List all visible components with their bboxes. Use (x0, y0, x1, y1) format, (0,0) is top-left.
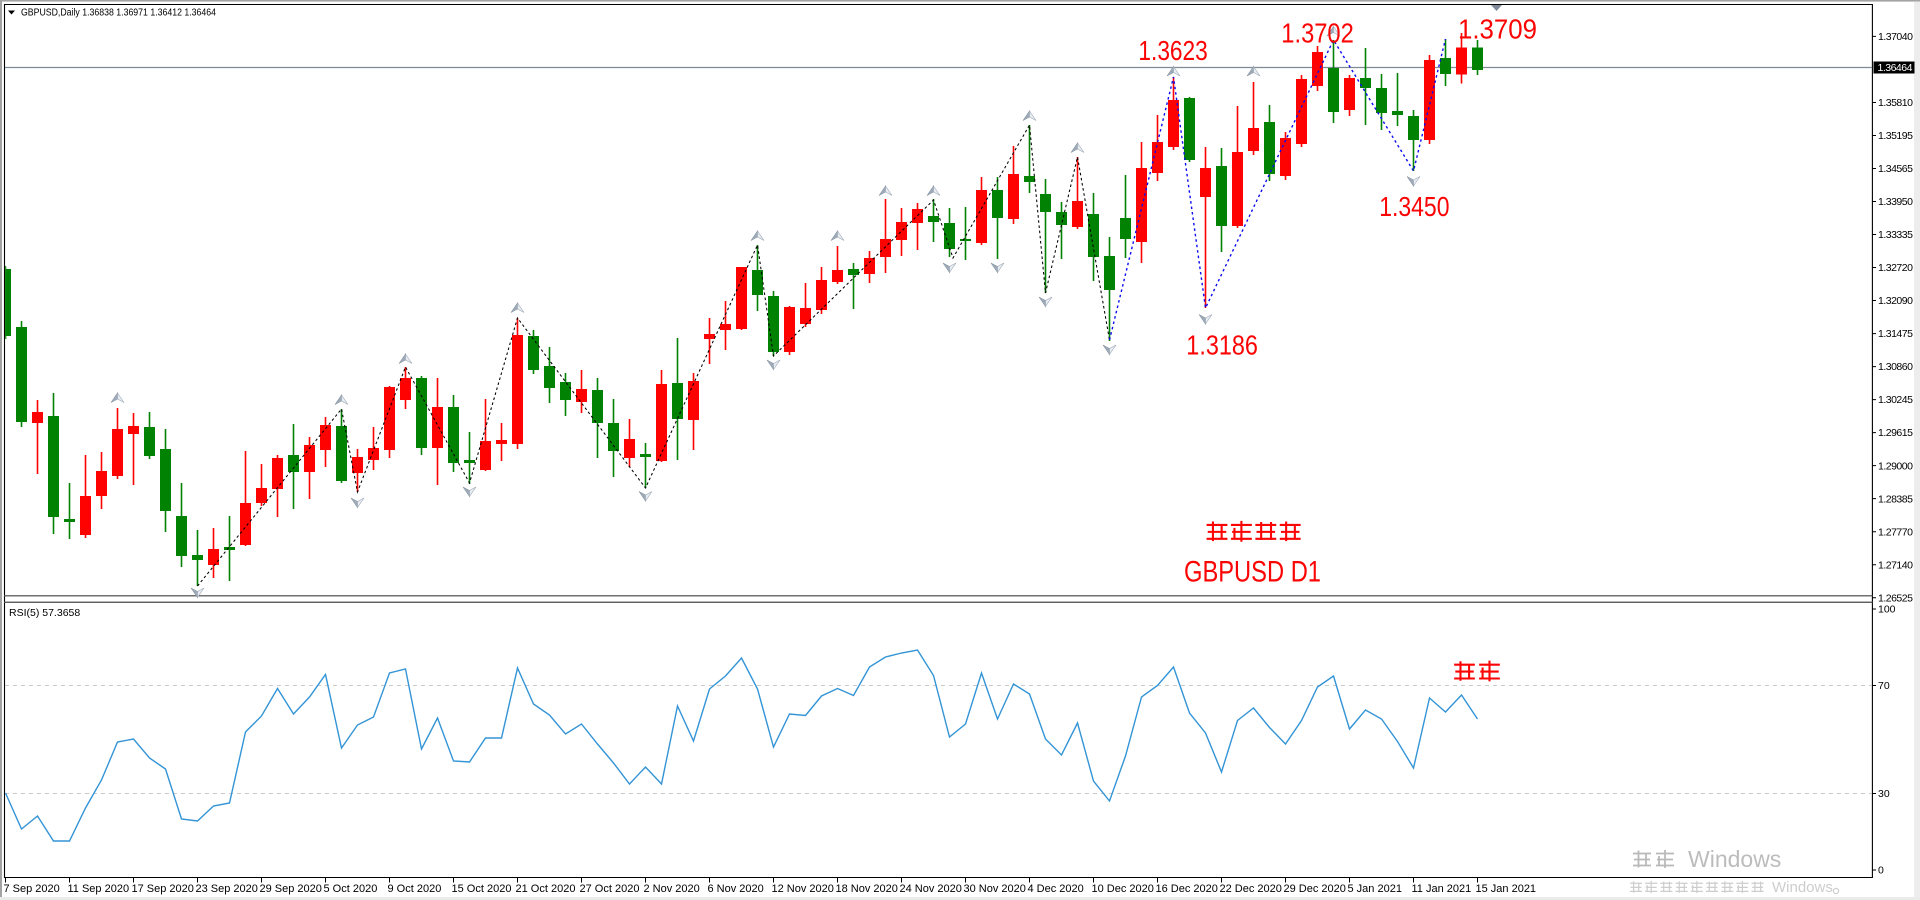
svg-text:7 Sep 2020: 7 Sep 2020 (4, 883, 60, 895)
svg-text:1.27770: 1.27770 (1878, 526, 1913, 538)
svg-text:4 Dec 2020: 4 Dec 2020 (1028, 883, 1084, 895)
svg-text:1.33335: 1.33335 (1878, 229, 1913, 241)
svg-text:GBPUSD D1: GBPUSD D1 (1184, 556, 1321, 589)
svg-text:1.35810: 1.35810 (1878, 97, 1913, 109)
svg-text:23 Sep 2020: 23 Sep 2020 (196, 883, 258, 895)
svg-text:1.3186: 1.3186 (1186, 330, 1258, 361)
svg-text:15 Oct 2020: 15 Oct 2020 (452, 883, 512, 895)
svg-text:2 Nov 2020: 2 Nov 2020 (644, 883, 700, 895)
svg-text:1.3709: 1.3709 (1458, 14, 1537, 45)
svg-text:1.31475: 1.31475 (1878, 328, 1913, 340)
svg-text:1.30245: 1.30245 (1878, 394, 1913, 406)
svg-text:21 Oct 2020: 21 Oct 2020 (516, 883, 576, 895)
svg-text:1.3450: 1.3450 (1379, 191, 1449, 222)
svg-text:29 Sep 2020: 29 Sep 2020 (260, 883, 322, 895)
svg-text:12 Nov 2020: 12 Nov 2020 (772, 883, 834, 895)
svg-text:17 Sep 2020: 17 Sep 2020 (132, 883, 194, 895)
svg-text:18 Nov 2020: 18 Nov 2020 (836, 883, 898, 895)
svg-text:GBPUSD,Daily 1.36838 1.36971: GBPUSD,Daily 1.36838 1.36971 1.36412 1.3… (21, 7, 216, 18)
svg-text:1.37040: 1.37040 (1878, 31, 1913, 43)
svg-text:1.3623: 1.3623 (1138, 35, 1207, 66)
svg-text:1.26525: 1.26525 (1878, 592, 1913, 604)
svg-text:30 Nov 2020: 30 Nov 2020 (964, 883, 1026, 895)
svg-text:1.29000: 1.29000 (1878, 460, 1913, 472)
svg-text:1.28385: 1.28385 (1878, 493, 1913, 505)
svg-text:1.32720: 1.32720 (1878, 262, 1913, 274)
svg-text:1.29615: 1.29615 (1878, 427, 1913, 439)
svg-text:22 Dec 2020: 22 Dec 2020 (1220, 883, 1282, 895)
svg-text:Windows: Windows (1772, 879, 1833, 896)
svg-text:5 Oct 2020: 5 Oct 2020 (324, 883, 378, 895)
svg-text:5 Jan 2021: 5 Jan 2021 (1348, 883, 1402, 895)
svg-text:0: 0 (1878, 865, 1884, 877)
svg-text:1.35195: 1.35195 (1878, 130, 1913, 142)
svg-text:24 Nov 2020: 24 Nov 2020 (900, 883, 962, 895)
svg-text:29 Dec 2020: 29 Dec 2020 (1284, 883, 1346, 895)
svg-text:27 Oct 2020: 27 Oct 2020 (580, 883, 640, 895)
svg-text:1.34565: 1.34565 (1878, 163, 1913, 175)
svg-text:11 Sep 2020: 11 Sep 2020 (68, 883, 130, 895)
svg-text:9 Oct 2020: 9 Oct 2020 (388, 883, 442, 895)
svg-text:1.32090: 1.32090 (1878, 295, 1913, 307)
svg-text:1.36464: 1.36464 (1878, 62, 1913, 74)
svg-text:30: 30 (1878, 788, 1890, 800)
svg-text:10 Dec 2020: 10 Dec 2020 (1092, 883, 1154, 895)
svg-text:1.3702: 1.3702 (1281, 17, 1354, 48)
svg-text:RSI(5) 57.3658: RSI(5) 57.3658 (9, 607, 80, 619)
svg-text:15 Jan 2021: 15 Jan 2021 (1476, 883, 1537, 895)
svg-text:11 Jan 2021: 11 Jan 2021 (1412, 883, 1472, 895)
svg-text:16 Dec 2020: 16 Dec 2020 (1156, 883, 1218, 895)
svg-text:70: 70 (1878, 680, 1890, 692)
svg-text:Windows: Windows (1688, 846, 1781, 872)
svg-text:1.33950: 1.33950 (1878, 196, 1913, 208)
svg-text:100: 100 (1878, 604, 1896, 616)
svg-text:1.27140: 1.27140 (1878, 559, 1913, 571)
svg-text:1.30860: 1.30860 (1878, 361, 1913, 373)
svg-text:6 Nov 2020: 6 Nov 2020 (708, 883, 764, 895)
